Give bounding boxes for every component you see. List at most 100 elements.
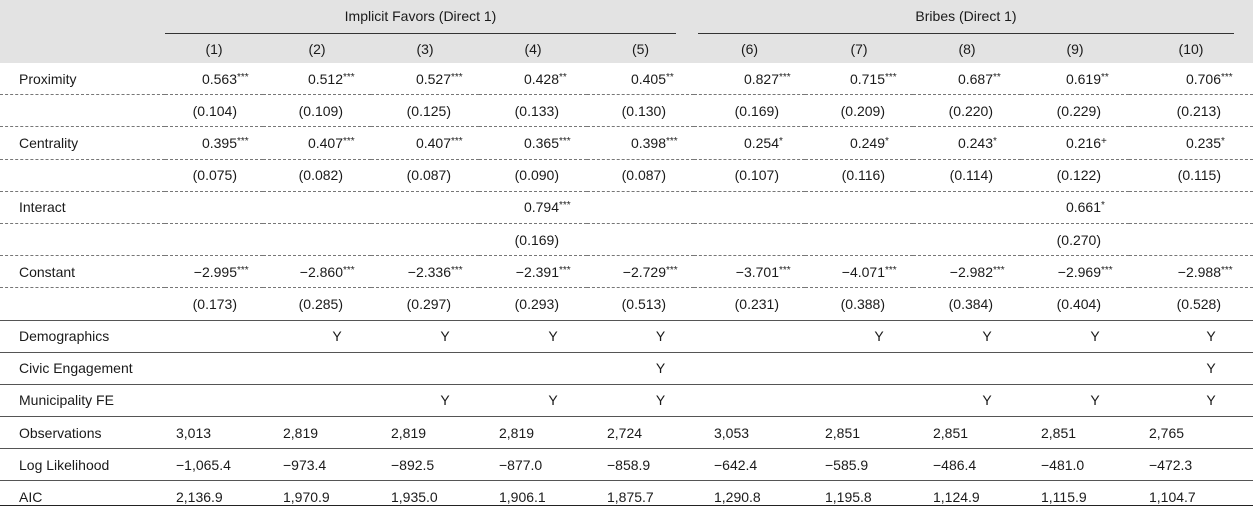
row-constant-se: (0.173) (0.285) (0.297) (0.293) (0.513) (0.23… [0, 287, 1253, 321]
indicator-cell: Y [587, 320, 694, 353]
std-error-cell: (0.115) [1129, 159, 1253, 192]
row-centrality-se: (0.075) (0.082) (0.087) (0.090) (0.087) (0.10… [0, 159, 1253, 192]
coef-value: 0.563 [201, 70, 237, 87]
coef-cell: 0.794*** [479, 191, 587, 224]
indicator-cell [263, 352, 371, 385]
row-proximity: Proximity 0.563*** 0.512*** 0.527*** 0.428**… [0, 63, 1253, 96]
indicator-cell [165, 352, 263, 385]
significance-stars: ** [559, 71, 567, 83]
column-number-6: (6) [740, 40, 759, 57]
indicator-cell: Y [1021, 320, 1129, 353]
indicator-cell: Y [479, 320, 587, 353]
coef-value: −2.982 [949, 263, 993, 280]
row-loglik: Log Likelihood −1,065.4 −973.4 −892.5 −877.0… [0, 448, 1253, 482]
std-error-cell [694, 223, 805, 257]
group-label-implicit-favors: Implicit Favors (Direct 1) [344, 8, 497, 24]
indicator-cell [805, 384, 913, 418]
indicator-cell: Y [913, 384, 1021, 418]
indicator-cell: Y [913, 320, 1021, 353]
indicator-cell [694, 384, 805, 418]
std-error-cell: (0.104) [165, 94, 263, 128]
row-interact: Interact 0.794*** 0.661* [0, 191, 1253, 224]
stat-cell: 2,819 [371, 416, 479, 450]
std-error-cell: (0.270) [1021, 223, 1129, 257]
significance-stars: *** [343, 71, 355, 83]
indicator-cell: Y [371, 384, 479, 418]
row-label-constant: Constant [0, 255, 165, 289]
coef-value: 0.398 [630, 134, 666, 151]
row-label-demographics: Demographics [0, 320, 165, 353]
significance-stars: *** [559, 264, 571, 276]
coef-cell: −2.729*** [587, 255, 694, 289]
stat-cell: 3,013 [165, 416, 263, 450]
coef-cell: −2.982*** [913, 255, 1021, 289]
coef-value: −3.701 [735, 263, 779, 280]
std-error-cell: (0.528) [1129, 287, 1253, 321]
significance-stars: *** [1221, 71, 1233, 83]
coef-value: 0.794 [523, 199, 559, 216]
significance-stars: ** [666, 71, 674, 83]
stat-cell: −1,065.4 [165, 448, 263, 482]
significance-stars: *** [885, 71, 897, 83]
coef-cell [263, 191, 371, 224]
std-error-cell: (0.297) [371, 287, 479, 321]
indicator-cell: Y [1129, 352, 1253, 385]
std-error-cell: (0.513) [587, 287, 694, 321]
significance-stars: ** [993, 71, 1001, 83]
stat-cell: 2,851 [805, 416, 913, 450]
column-number-5: (5) [631, 40, 650, 57]
row-label-civic: Civic Engagement [0, 352, 165, 385]
coef-value: −4.071 [841, 263, 885, 280]
coef-value: 0.706 [1185, 70, 1221, 87]
significance-stars: *** [237, 71, 249, 83]
std-error-cell: (0.213) [1129, 94, 1253, 128]
coef-value: −2.729 [622, 263, 666, 280]
indicator-cell [371, 352, 479, 385]
std-error-cell: (0.388) [805, 287, 913, 321]
significance-stars: * [1101, 200, 1105, 212]
coef-cell: −2.860*** [263, 255, 371, 289]
coef-value: 0.527 [415, 70, 451, 87]
coef-cell: −2.969*** [1021, 255, 1129, 289]
stat-cell: 1,195.8 [825, 489, 872, 506]
coef-cell [371, 191, 479, 224]
std-error-cell [371, 223, 479, 257]
coef-cell: 0.365*** [479, 126, 587, 160]
coef-value: 0.235 [1185, 134, 1221, 151]
coef-cell: 0.512*** [263, 63, 371, 96]
significance-stars: *** [779, 264, 791, 276]
std-error-cell: (0.293) [479, 287, 587, 321]
coef-cell: −3.701*** [694, 255, 805, 289]
coef-value: 0.254 [743, 134, 779, 151]
stat-cell: 2,819 [263, 416, 371, 450]
stat-cell: −877.0 [479, 448, 587, 482]
coef-value: 0.687 [957, 70, 993, 87]
row-label-loglik: Log Likelihood [0, 448, 165, 482]
std-error-cell: (0.116) [805, 159, 913, 192]
group-label-bribes: Bribes (Direct 1) [915, 8, 1017, 24]
std-error-cell: (0.404) [1021, 287, 1129, 321]
coef-value: 0.661 [1065, 199, 1101, 216]
coef-cell [694, 191, 805, 224]
coef-cell: −2.391*** [479, 255, 587, 289]
row-observations: Observations 3,013 2,819 2,819 2,819 2,724 3,0… [0, 416, 1253, 450]
column-number-10: (10) [1178, 40, 1204, 57]
coef-cell: −2.988*** [1129, 255, 1253, 289]
indicator-cell [694, 320, 805, 353]
significance-stars: *** [343, 264, 355, 276]
indicator-cell: Y [371, 320, 479, 353]
coef-cell [805, 191, 913, 224]
significance-stars: * [885, 135, 889, 147]
row-constant: Constant −2.995*** −2.860*** −2.336*** −2.39… [0, 255, 1253, 289]
std-error-cell: (0.130) [587, 94, 694, 128]
coef-value: 0.249 [849, 134, 885, 151]
std-error-cell: (0.109) [263, 94, 371, 128]
indicator-cell: Y [479, 384, 587, 418]
coef-value: 0.395 [201, 134, 237, 151]
coef-cell: 0.407*** [371, 126, 479, 160]
stat-cell: 1,115.9 [1041, 489, 1087, 506]
significance-stars: *** [559, 135, 571, 147]
stat-cell: 1,104.7 [1149, 489, 1196, 506]
coef-value: −2.391 [515, 263, 559, 280]
coef-cell: 0.405** [587, 63, 694, 96]
